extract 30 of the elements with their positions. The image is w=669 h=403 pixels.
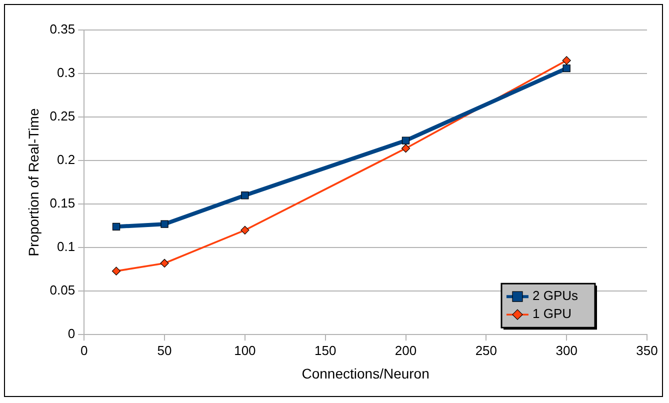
y-tick-label: 0.35	[50, 22, 76, 37]
point	[401, 144, 410, 153]
y-tick-label: 0.1	[57, 239, 76, 254]
legend-label: 1 GPU	[532, 306, 572, 322]
y-tick-label: 0.2	[57, 152, 76, 168]
x-tick-label: 100	[234, 342, 256, 358]
x-axis-title: Connections/Neuron	[302, 365, 430, 382]
y-axis-title: Proportion of Real-Time	[25, 108, 42, 256]
point	[562, 64, 570, 72]
y-tick-label: 0.25	[50, 108, 76, 124]
x-tick-label: 300	[556, 342, 578, 358]
x-tick-label: 200	[394, 342, 417, 358]
y-tick-label: 0	[68, 326, 76, 342]
y-tick-label: 0.15	[50, 196, 76, 211]
point	[240, 226, 250, 234]
x-tick-label: 350	[636, 342, 658, 358]
point	[160, 258, 169, 268]
point	[112, 266, 121, 276]
x-tick-label: 250	[475, 342, 498, 358]
x-tick-label: 0	[80, 342, 88, 358]
point	[160, 220, 168, 228]
point	[112, 222, 120, 231]
x-tick-label: 150	[314, 342, 336, 358]
y-tick-label: 0.05	[50, 282, 76, 298]
legend-label: 2 GPUs	[532, 288, 578, 304]
point	[402, 136, 410, 144]
x-tick-label: 50	[157, 342, 172, 358]
point	[562, 56, 571, 65]
point	[241, 192, 249, 200]
y-tick-label: 0.3	[57, 65, 76, 80]
